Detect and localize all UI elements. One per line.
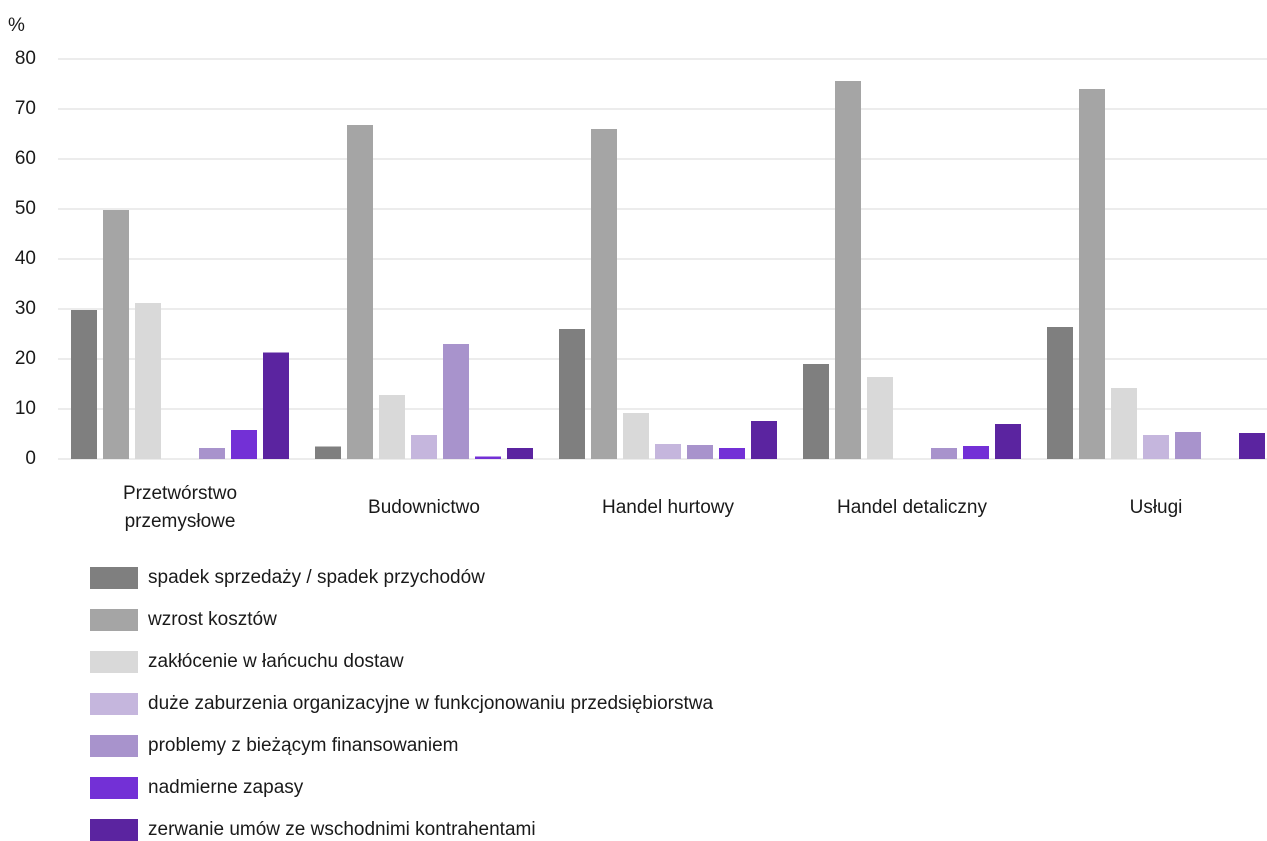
legend-swatch (90, 567, 138, 589)
legend-item: zerwanie umów ze wschodnimi kontrahentam… (90, 819, 536, 841)
bar (71, 310, 97, 459)
bar (867, 377, 893, 459)
y-tick-label: 10 (15, 398, 36, 419)
bar (931, 448, 957, 459)
legend-swatch (90, 735, 138, 757)
bar (591, 129, 617, 459)
bar (1143, 435, 1169, 459)
x-tick-label: Usługi (1129, 497, 1183, 518)
legend-label: zakłócenie w łańcuchu dostaw (148, 651, 404, 672)
bar (315, 446, 341, 459)
legend-swatch (90, 819, 138, 841)
legend-swatch (90, 609, 138, 631)
y-tick-label: 50 (15, 198, 36, 219)
legend-item: zakłócenie w łańcuchu dostaw (90, 651, 404, 673)
y-tick-label: 20 (15, 348, 36, 369)
legend-label: nadmierne zapasy (148, 777, 304, 798)
legend-swatch (90, 651, 138, 673)
bar (1079, 89, 1105, 459)
y-tick-label: 0 (25, 448, 36, 469)
bar (1047, 327, 1073, 459)
bar (199, 448, 225, 459)
bar (347, 125, 373, 459)
y-axis-label: % (8, 15, 25, 36)
bar (803, 364, 829, 459)
bar (411, 435, 437, 459)
legend-label: duże zaburzenia organizacyjne w funkcjon… (148, 693, 714, 714)
bar (135, 303, 161, 459)
bar (751, 421, 777, 459)
bar (231, 430, 257, 459)
bar (443, 344, 469, 459)
bar (963, 446, 989, 459)
bar (475, 456, 501, 459)
bar (559, 329, 585, 459)
legend-item: wzrost kosztów (90, 609, 277, 631)
bar (1239, 433, 1265, 459)
legend-label: spadek sprzedaży / spadek przychodów (148, 567, 485, 588)
legend-swatch (90, 693, 138, 715)
y-tick-label: 40 (15, 248, 36, 269)
bar (1111, 388, 1137, 459)
bar (379, 395, 405, 459)
bar (263, 352, 289, 459)
legend-item: duże zaburzenia organizacyjne w funkcjon… (90, 693, 713, 715)
x-tick-label: Przetwórstwo przemysłowe (122, 483, 238, 532)
bar (719, 448, 745, 459)
y-tick-label: 70 (15, 98, 36, 119)
bar (655, 444, 681, 459)
legend-item: nadmierne zapasy (90, 777, 303, 799)
legend-label: problemy z bieżącym finansowaniem (148, 735, 459, 756)
bar (623, 413, 649, 459)
bar (507, 448, 533, 459)
bar (1175, 432, 1201, 459)
y-tick-label: 60 (15, 148, 36, 169)
legend-item: spadek sprzedaży / spadek przychodów (90, 567, 485, 589)
bar (103, 210, 129, 459)
bar (995, 424, 1021, 459)
y-tick-label: 30 (15, 298, 36, 319)
legend-swatch (90, 777, 138, 799)
y-tick-label: 80 (15, 48, 36, 69)
x-tick-label: Handel hurtowy (601, 497, 735, 518)
legend-label: wzrost kosztów (148, 609, 277, 630)
legend-label: zerwanie umów ze wschodnimi kontrahentam… (148, 819, 536, 840)
x-tick-label: Handel detaliczny (837, 497, 987, 518)
legend-item: problemy z bieżącym finansowaniem (90, 735, 458, 757)
bar (835, 81, 861, 459)
bar (687, 445, 713, 459)
x-tick-label: Budownictwo (368, 497, 480, 518)
